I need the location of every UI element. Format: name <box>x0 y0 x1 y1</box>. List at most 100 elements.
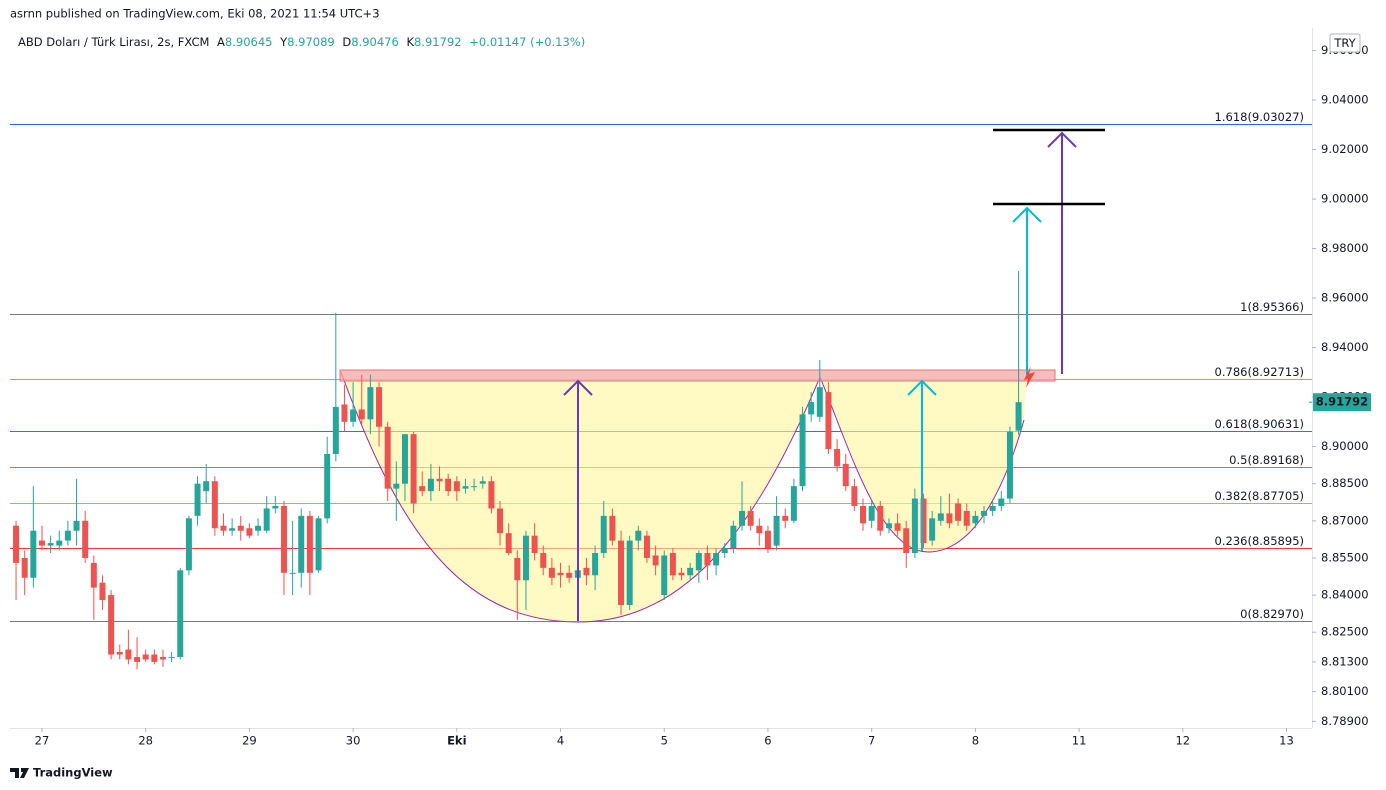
candle-body <box>367 387 374 420</box>
candle-body <box>462 486 469 489</box>
y-tick-label: 8.94000 <box>1321 340 1369 354</box>
arrow <box>1012 206 1042 375</box>
x-tick-label: 30 <box>346 734 361 748</box>
last-price-label: 8.91792 <box>1316 395 1368 409</box>
y-tick-label: 8.82500 <box>1321 625 1369 639</box>
y-tick-label: 8.81300 <box>1321 654 1369 668</box>
candle-body <box>713 553 720 566</box>
candle-body <box>609 515 616 541</box>
candle-body <box>618 540 625 605</box>
candle-body <box>548 567 555 578</box>
ohlc-value: 8.97089 <box>287 35 335 49</box>
candle-body <box>56 540 63 546</box>
legend-line: ABD Doları / Türk Lirası, 2s, FXCM A8.90… <box>18 35 585 49</box>
last-price: 8.91792 <box>1309 393 1371 412</box>
candle-body <box>903 528 910 553</box>
x-tick-label: 4 <box>557 734 564 748</box>
candle-body <box>82 520 89 558</box>
candle-body <box>134 656 141 662</box>
candle-body <box>142 654 149 660</box>
candle-body <box>38 540 45 546</box>
ohlc-value: 8.90645 <box>225 35 273 49</box>
candle-body <box>410 434 417 504</box>
cup-curve <box>340 371 1025 623</box>
candle-body <box>920 498 927 544</box>
y-tick-label: 8.88500 <box>1321 476 1369 490</box>
candle-body <box>116 652 123 655</box>
candle-body <box>30 530 37 578</box>
candle-body <box>799 414 806 487</box>
candle-body <box>108 595 115 655</box>
candle-body <box>851 486 858 506</box>
candle-body <box>834 449 841 467</box>
symbol: ABD Doları / Türk Lirası, 2s, FXCM <box>18 35 209 49</box>
candle-body <box>13 525 20 563</box>
candle-body <box>600 515 607 553</box>
candle-body <box>790 486 797 521</box>
candle-body <box>652 555 659 566</box>
y-tick-label: 8.84000 <box>1321 588 1369 602</box>
candle-body <box>289 572 296 574</box>
y-tick-label: 8.78900 <box>1321 714 1369 728</box>
currency-box <box>1329 33 1361 53</box>
target-line <box>993 128 1105 206</box>
y-tick-label: 9.04000 <box>1321 93 1369 107</box>
candle-body <box>877 505 884 531</box>
candle-body <box>419 486 426 492</box>
x-tick-label: 27 <box>35 734 50 748</box>
y-tick-label: 8.98000 <box>1321 241 1369 255</box>
candle-body <box>782 515 789 521</box>
candle-body <box>298 515 305 573</box>
candle-body <box>341 404 348 422</box>
ohlc-letter: K <box>406 35 414 49</box>
candle-body <box>955 503 962 521</box>
level-label: 0.382(8.87705) <box>1215 489 1304 503</box>
x-tick-label: 28 <box>138 734 153 748</box>
candle-body <box>384 426 391 489</box>
candle-body <box>1006 431 1013 499</box>
candle-body <box>764 530 771 549</box>
y-tick-label: 8.90000 <box>1321 439 1369 453</box>
x-tick-label: 7 <box>868 734 875 748</box>
candle-body <box>825 392 832 450</box>
candle-body <box>773 515 780 546</box>
ohlc-letter: D <box>342 35 351 49</box>
candle-body <box>358 409 365 420</box>
candle-body <box>566 572 573 578</box>
x-tick-label: 13 <box>1279 734 1294 748</box>
candle-body <box>194 483 201 516</box>
x-tick-label: 6 <box>764 734 771 748</box>
candle-body <box>557 572 564 576</box>
candle-body <box>99 582 106 601</box>
candle-body <box>540 553 547 568</box>
x-tick-label: Eki <box>447 734 466 748</box>
candle-body <box>868 505 875 521</box>
candle-body <box>894 523 901 531</box>
level-label: 0.618(8.90631) <box>1215 417 1304 431</box>
x-tick-label: 29 <box>242 734 257 748</box>
candle-body <box>842 463 849 487</box>
candle-body <box>471 486 478 488</box>
candle-body <box>488 481 495 509</box>
candle-body <box>350 409 357 422</box>
candle-body <box>972 515 979 524</box>
y-tick-label: 8.96000 <box>1321 291 1369 305</box>
fib-levels: 1.618(9.03027) 1(8.95366) 0.786(8.92713) 0.… <box>10 110 1312 622</box>
candle-body <box>272 505 279 509</box>
candle-body <box>695 553 702 571</box>
candle-body <box>479 481 486 484</box>
candle-body <box>220 525 227 531</box>
candle-body <box>497 508 504 534</box>
candle-body <box>47 543 54 546</box>
brand: TradingView <box>33 766 113 780</box>
candle-body <box>963 510 970 526</box>
change: +0.01147 (+0.13%) <box>469 35 585 49</box>
candle-body <box>946 513 953 524</box>
candle-body <box>237 525 244 531</box>
candle-body <box>315 518 322 571</box>
candle-body <box>229 528 236 531</box>
candle-body <box>635 530 642 541</box>
candle-body <box>514 557 521 581</box>
candle-body <box>73 520 80 531</box>
candle-body <box>860 505 867 524</box>
